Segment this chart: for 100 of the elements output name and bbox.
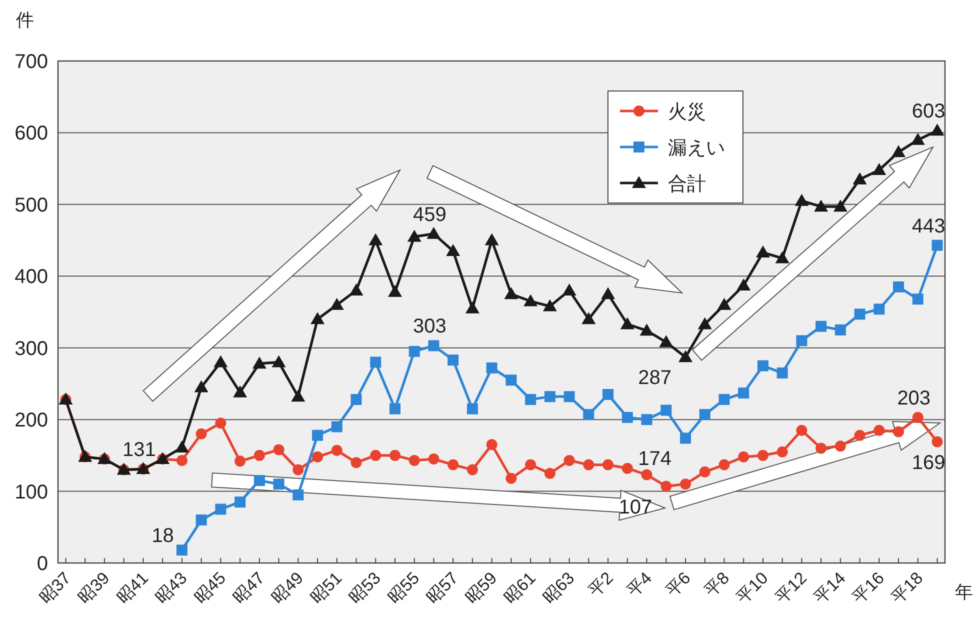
point — [428, 454, 440, 465]
point — [292, 489, 304, 500]
point — [234, 496, 246, 508]
data-label: 303 — [413, 316, 446, 338]
x-tick-label: 昭41 — [113, 568, 152, 608]
x-tick-label: 昭59 — [462, 568, 501, 608]
x-tick-label: 平6 — [662, 568, 694, 601]
x-tick-label: 平14 — [810, 568, 850, 608]
data-label: 131 — [122, 439, 156, 462]
point — [794, 194, 809, 206]
point — [738, 388, 750, 399]
point — [291, 390, 306, 402]
y-tick-label: 0 — [36, 553, 48, 575]
x-tick-label: 平12 — [772, 568, 811, 608]
point — [601, 287, 616, 300]
x-tick-label: 昭61 — [500, 568, 540, 608]
point — [893, 426, 904, 438]
point — [544, 468, 556, 479]
point — [622, 412, 633, 423]
x-tick-label: 昭43 — [152, 568, 191, 608]
point — [620, 317, 634, 330]
point — [525, 394, 536, 405]
data-label: 107 — [618, 496, 652, 518]
point — [254, 450, 265, 461]
point — [273, 478, 284, 490]
data-label: 603 — [912, 100, 946, 123]
point — [680, 478, 691, 490]
point — [466, 464, 478, 476]
point — [465, 301, 480, 314]
point — [698, 317, 712, 330]
point — [252, 356, 266, 369]
point — [736, 278, 751, 290]
point — [407, 230, 422, 242]
point — [659, 335, 674, 348]
point — [757, 450, 768, 461]
point — [717, 298, 732, 310]
point — [834, 324, 846, 336]
point — [718, 459, 730, 470]
point — [426, 226, 441, 239]
point — [874, 424, 885, 436]
point — [814, 200, 828, 212]
point — [176, 454, 188, 466]
x-tick-label: 昭47 — [229, 568, 268, 608]
x-tick-label: 平10 — [732, 568, 772, 608]
point — [912, 412, 924, 423]
point — [215, 418, 226, 429]
point — [930, 124, 944, 136]
y-tick-label: 300 — [14, 338, 48, 360]
point — [368, 233, 383, 246]
point — [641, 469, 652, 480]
point — [816, 442, 827, 454]
point — [408, 454, 420, 466]
point — [796, 424, 808, 436]
point — [854, 308, 866, 320]
data-label: 18 — [152, 525, 174, 548]
x-tick-label: 平2 — [584, 568, 617, 601]
point — [738, 451, 750, 462]
point — [312, 451, 324, 462]
point — [486, 362, 498, 374]
point — [622, 462, 633, 474]
point — [816, 320, 827, 332]
point — [214, 355, 228, 368]
x-tick-label: 昭53 — [346, 568, 384, 608]
point — [680, 432, 691, 444]
data-label: 443 — [912, 215, 946, 238]
point — [562, 283, 576, 296]
x-axis-title: 年 — [955, 582, 973, 602]
x-tick-label: 昭39 — [74, 568, 114, 608]
legend-label: 合計 — [668, 174, 706, 195]
point — [312, 430, 324, 441]
point — [525, 459, 536, 470]
point — [756, 245, 770, 258]
point — [718, 394, 730, 405]
point — [542, 299, 557, 312]
point — [872, 163, 886, 176]
point — [196, 428, 207, 440]
point — [331, 421, 342, 432]
point — [484, 233, 499, 246]
point — [389, 450, 400, 461]
point — [640, 324, 654, 336]
y-tick-label: 700 — [14, 51, 48, 73]
point — [506, 374, 517, 386]
point — [833, 200, 848, 212]
x-tick-label: 平18 — [888, 568, 927, 608]
point — [874, 304, 885, 315]
point — [583, 459, 594, 470]
point — [660, 480, 672, 492]
point — [350, 394, 362, 405]
point — [678, 350, 692, 362]
point — [233, 385, 248, 398]
data-label: 203 — [897, 387, 931, 410]
point — [775, 251, 790, 264]
point — [428, 340, 440, 352]
y-tick-label: 500 — [14, 194, 48, 216]
y-tick-label: 200 — [14, 410, 48, 432]
point — [910, 132, 925, 145]
point — [349, 283, 364, 296]
point — [389, 403, 400, 414]
point — [408, 346, 420, 357]
y-tick-label: 600 — [14, 122, 48, 145]
